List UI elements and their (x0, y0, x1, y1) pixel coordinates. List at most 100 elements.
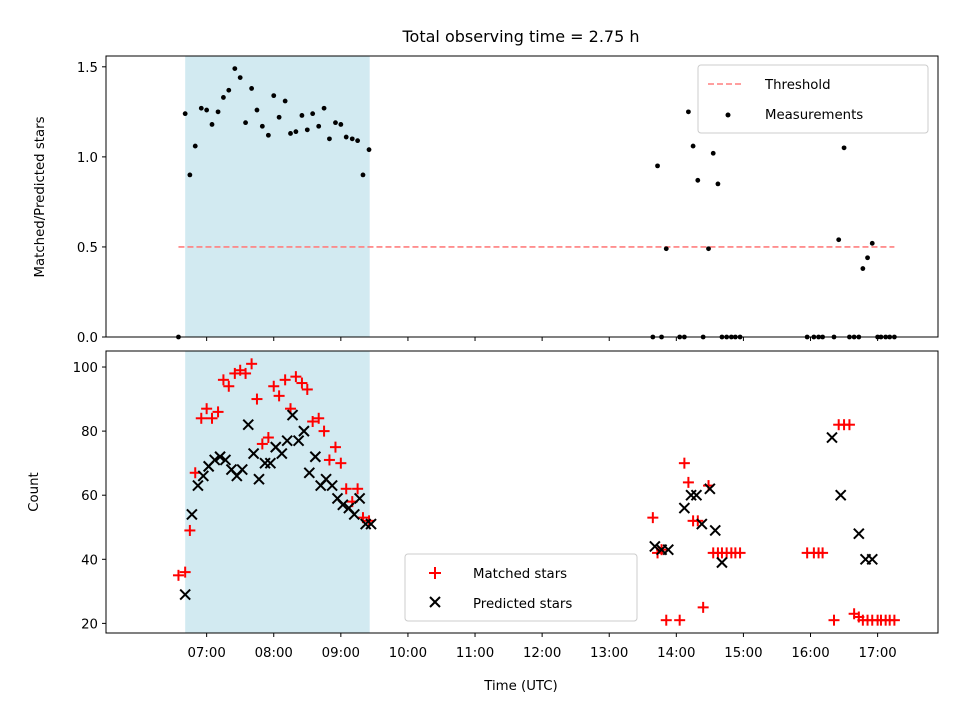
matched-star-marker (172, 569, 184, 581)
measurement-point (198, 105, 204, 111)
count-legend: Matched stars Predicted stars (404, 553, 638, 622)
predicted-star-marker (678, 502, 691, 514)
measurement-point (288, 131, 293, 136)
predicted-star-marker (303, 467, 316, 479)
predicted-star-marker (662, 543, 674, 556)
predicted-star-marker (192, 479, 204, 492)
predicted-star-marker (696, 518, 708, 530)
legend-matched-swatch (429, 567, 441, 579)
y-tick-label: 20 (81, 617, 98, 632)
matched-star-marker (682, 476, 694, 488)
matched-star-marker (843, 419, 855, 431)
predicted-star-marker (242, 418, 254, 431)
matched-star-marker (201, 403, 213, 415)
y-tick-label: 1.0 (77, 151, 98, 166)
measurement-point (271, 93, 277, 99)
predicted-star-marker (186, 508, 198, 521)
legend-measurements-label: Measurements (765, 108, 863, 123)
predicted-star-marker (298, 425, 310, 437)
matched-star-marker (674, 614, 686, 626)
measurement-point (343, 134, 349, 140)
matched-star-marker (678, 457, 690, 469)
measurement-point (686, 109, 691, 115)
predicted-star-marker (197, 470, 209, 482)
x-tick-label: 12:00 (523, 646, 561, 661)
y-tick-label: 80 (81, 425, 98, 440)
matched-star-marker (318, 425, 330, 437)
matched-star-marker (273, 390, 285, 402)
measurement-point (710, 150, 716, 156)
measurement-point (299, 113, 305, 118)
ratio-axes-frame (105, 55, 939, 338)
count-observing-window (185, 351, 370, 633)
matched-star-marker (217, 374, 229, 386)
predicted-star-marker (179, 588, 191, 601)
matched-star-marker (262, 432, 274, 444)
ratio-panel: 0.0 0.5 1.0 1.5 Matched/Predicted stars Thr… (33, 55, 939, 346)
measurement-point (215, 109, 221, 115)
matched-star-marker (352, 483, 364, 495)
predicted-star-marker (236, 463, 248, 476)
matched-star-marker (240, 367, 252, 379)
measurement-point (836, 237, 842, 243)
measurement-point (316, 123, 322, 129)
predicted-star-marker (219, 454, 232, 466)
x-tick-label: 07:00 (187, 646, 225, 661)
matched-star-marker (184, 524, 196, 536)
measurement-point (841, 145, 847, 151)
measurement-point (237, 75, 243, 81)
matched-star-marker (279, 374, 291, 386)
predicted-star-marker (704, 483, 716, 495)
matched-star-marker (223, 380, 235, 392)
matched-star-marker (307, 416, 319, 427)
ratio-marks (176, 66, 897, 340)
x-tick-label: 11:00 (456, 646, 494, 661)
measurement-point (182, 111, 188, 117)
predicted-star-marker (649, 540, 661, 553)
predicted-star-marker (326, 479, 338, 492)
y-tick-label: 0.0 (77, 331, 98, 346)
measurement-point (690, 143, 696, 149)
measurement-point (695, 177, 701, 183)
matched-star-marker (817, 547, 829, 559)
matched-star-marker (660, 614, 672, 626)
predicted-star-marker (247, 447, 260, 460)
legend-matched-label: Matched stars (473, 567, 567, 582)
matched-star-marker (296, 377, 308, 389)
count-legend-box (404, 553, 638, 622)
x-tick-label: 16:00 (791, 646, 829, 661)
matched-star-marker (195, 412, 207, 424)
measurement-point (282, 98, 288, 104)
ratio-y-ticks: 0.0 0.5 1.0 1.5 (77, 61, 106, 346)
predicted-star-marker (286, 409, 299, 421)
predicted-star-marker (337, 499, 349, 511)
matched-star-marker (268, 380, 280, 392)
measurement-point (249, 86, 255, 91)
predicted-star-marker (353, 492, 366, 505)
x-tick-label: 17:00 (858, 646, 896, 661)
x-tick-label: 09:00 (322, 646, 360, 661)
y-tick-label: 100 (73, 361, 98, 376)
measurement-point (265, 132, 271, 138)
x-tick-label: 08:00 (255, 646, 293, 661)
measurement-point (304, 127, 310, 133)
matched-star-marker (251, 393, 263, 405)
measurement-point (221, 95, 226, 100)
predicted-star-marker (685, 489, 697, 501)
matched-star-marker (697, 601, 709, 613)
predicted-star-marker (309, 451, 322, 463)
count-axes-frame (105, 350, 939, 634)
measurement-point (663, 246, 669, 252)
measurement-point (366, 147, 372, 153)
measurement-point (360, 172, 366, 178)
y-tick-label: 40 (81, 553, 98, 568)
predicted-star-marker (826, 431, 838, 444)
measurement-point (349, 136, 355, 142)
measurement-point (715, 181, 721, 187)
matched-star-marker (246, 358, 258, 370)
legend-predicted-label: Predicted stars (473, 597, 572, 612)
matched-star-marker (212, 406, 224, 418)
count-x-ticks: 07:00 08:00 09:00 10:00 11:00 12:00 13:00 14:00… (187, 633, 897, 661)
matched-star-marker (323, 454, 335, 466)
measurement-point (333, 120, 338, 126)
